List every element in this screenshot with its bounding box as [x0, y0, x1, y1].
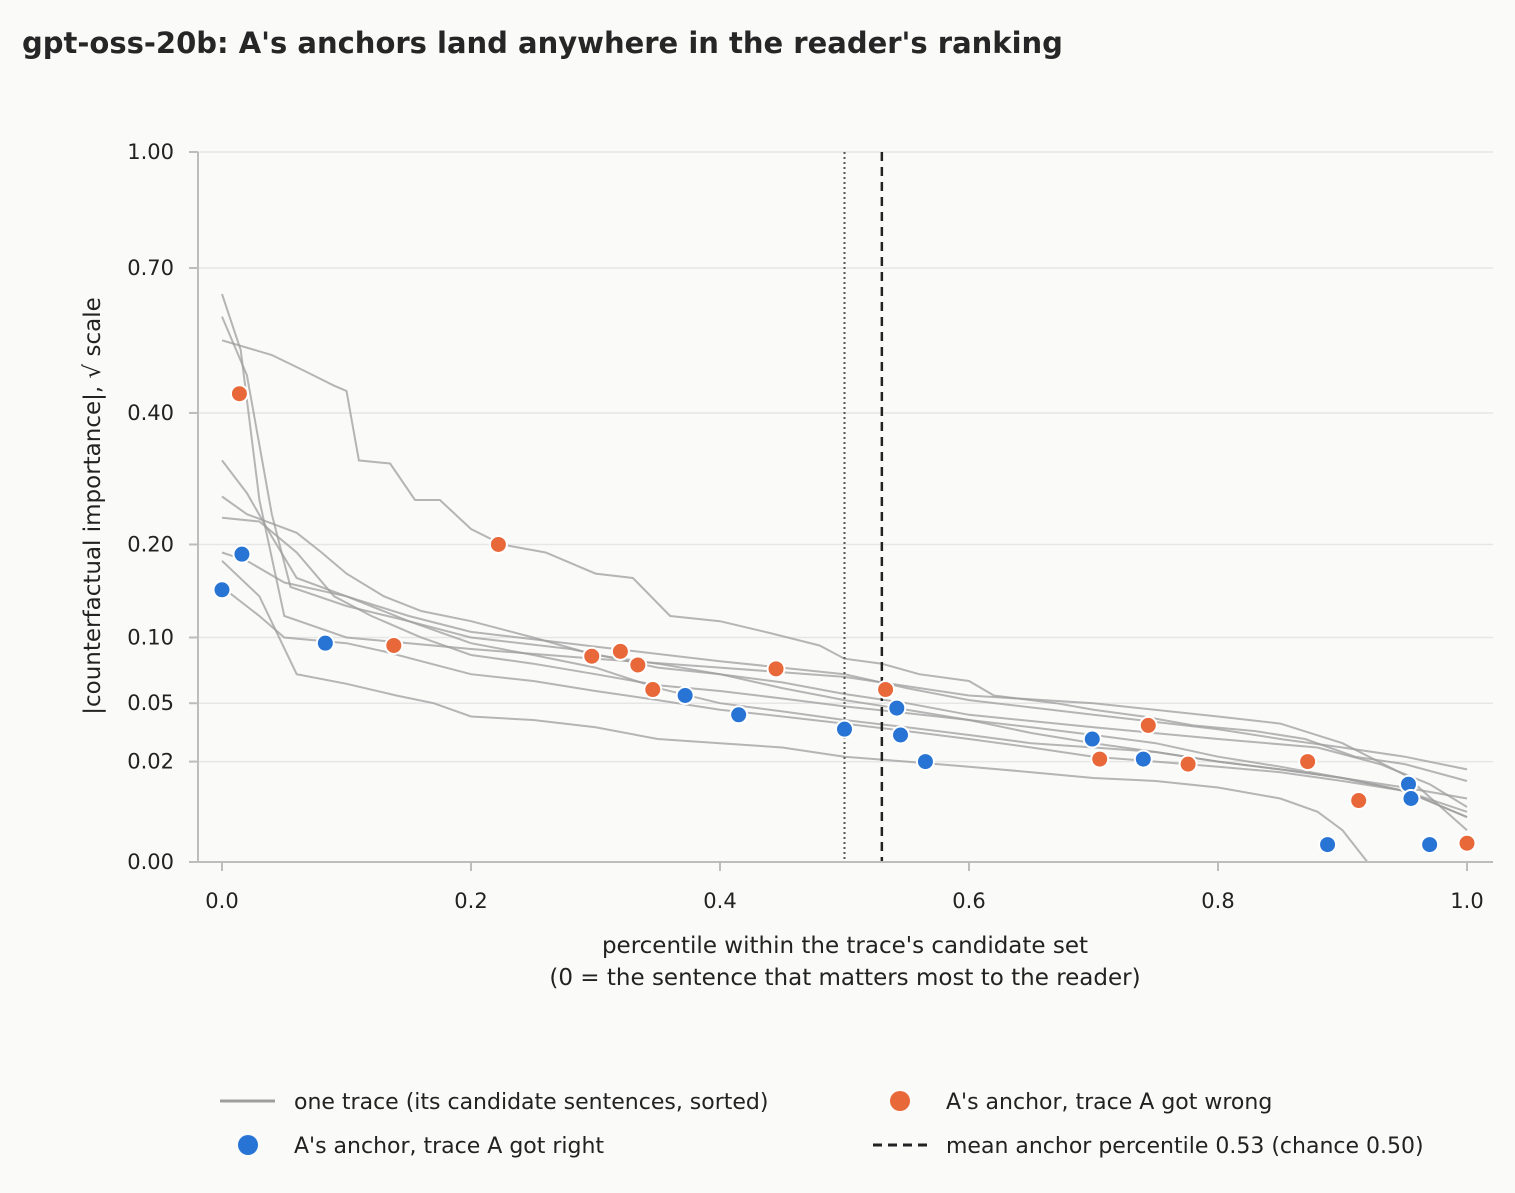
- anchor-point-right: [212, 580, 232, 600]
- x-tick-label: 0.6: [952, 889, 985, 913]
- reference-lines: [843, 152, 884, 862]
- x-tick-label: 0.8: [1201, 889, 1234, 913]
- trace-line: [221, 339, 1468, 782]
- anchor-point-right: [1401, 788, 1421, 808]
- anchor-point-right: [675, 685, 695, 705]
- legend-mean-label: mean anchor percentile 0.53 (chance 0.50…: [946, 1134, 1424, 1159]
- anchor-point-wrong: [643, 680, 663, 700]
- anchor-point-right: [315, 633, 335, 653]
- trace-line: [221, 516, 1468, 813]
- anchor-point-right: [1420, 835, 1440, 855]
- legend-wrong-label: A's anchor, trace A got wrong: [946, 1090, 1272, 1115]
- anchor-point-wrong: [628, 655, 648, 675]
- legend-trace-label: one trace (its candidate sentences, sort…: [294, 1090, 768, 1115]
- anchor-point-wrong: [1090, 749, 1110, 769]
- trace-line: [221, 586, 1468, 819]
- anchor-point-right: [1318, 835, 1338, 855]
- chart-title: gpt-oss-20b: A's anchors land anywhere i…: [22, 26, 1063, 60]
- anchor-point-wrong: [1349, 791, 1369, 811]
- x-tick-label: 0.0: [205, 889, 238, 913]
- anchor-point-wrong: [488, 534, 508, 554]
- anchor-point-right: [887, 698, 907, 718]
- anchor-point-wrong: [582, 646, 602, 666]
- y-tick-label: 0.02: [127, 750, 174, 774]
- trace-line: [221, 551, 1468, 819]
- anchor-point-right: [891, 725, 911, 745]
- anchor-point-right: [729, 705, 749, 725]
- anchor-point-wrong: [1457, 833, 1477, 853]
- anchor-point-wrong: [384, 635, 404, 655]
- y-tick-label: 0.20: [127, 532, 174, 556]
- anchor-point-right: [835, 719, 854, 739]
- anchor-point-right: [1082, 729, 1102, 749]
- anchor-point-wrong: [229, 384, 249, 404]
- legend-wrong-swatch: [890, 1091, 910, 1111]
- anchor-point-wrong: [766, 659, 786, 679]
- y-axis-label: |counterfactual importance|, √ scale: [80, 297, 106, 714]
- legend-right-swatch: [238, 1135, 258, 1155]
- x-tick-label: 0.4: [703, 889, 736, 913]
- legend-right-label: A's anchor, trace A got right: [294, 1134, 604, 1159]
- x-axis-label: percentile within the trace's candidate …: [602, 933, 1088, 959]
- anchor-point-right: [1133, 749, 1153, 769]
- y-tick-label: 0.05: [127, 691, 174, 715]
- anchor-point-right: [915, 752, 935, 772]
- legend: one trace (its candidate sentences, sort…: [220, 1090, 1424, 1159]
- anchor-point-wrong: [1138, 715, 1158, 735]
- trace-line: [221, 560, 1467, 863]
- y-tick-label: 0.00: [127, 850, 174, 874]
- y-tick-label: 0.40: [127, 401, 174, 425]
- anchor-point-wrong: [610, 641, 630, 661]
- anchor-point-wrong: [1298, 752, 1318, 772]
- y-tick-label: 1.00: [127, 140, 174, 164]
- axes: 0.00 0.02 0.05 0.10 0.20 0.40 0.70 1.00 0.0 0.2 0.…: [127, 140, 1493, 913]
- anchor-points: [212, 384, 1477, 855]
- y-tick-label: 0.70: [127, 256, 174, 280]
- anchor-point-wrong: [1178, 754, 1198, 774]
- trace-line: [221, 316, 1468, 808]
- x-tick-label: 1.0: [1450, 889, 1483, 913]
- x-tick-label: 0.2: [454, 889, 487, 913]
- anchor-point-wrong: [876, 680, 896, 700]
- y-tick-label: 0.10: [127, 625, 174, 649]
- x-axis-label-line2: (0 = the sentence that matters most to t…: [549, 965, 1140, 991]
- anchor-point-right: [232, 544, 252, 564]
